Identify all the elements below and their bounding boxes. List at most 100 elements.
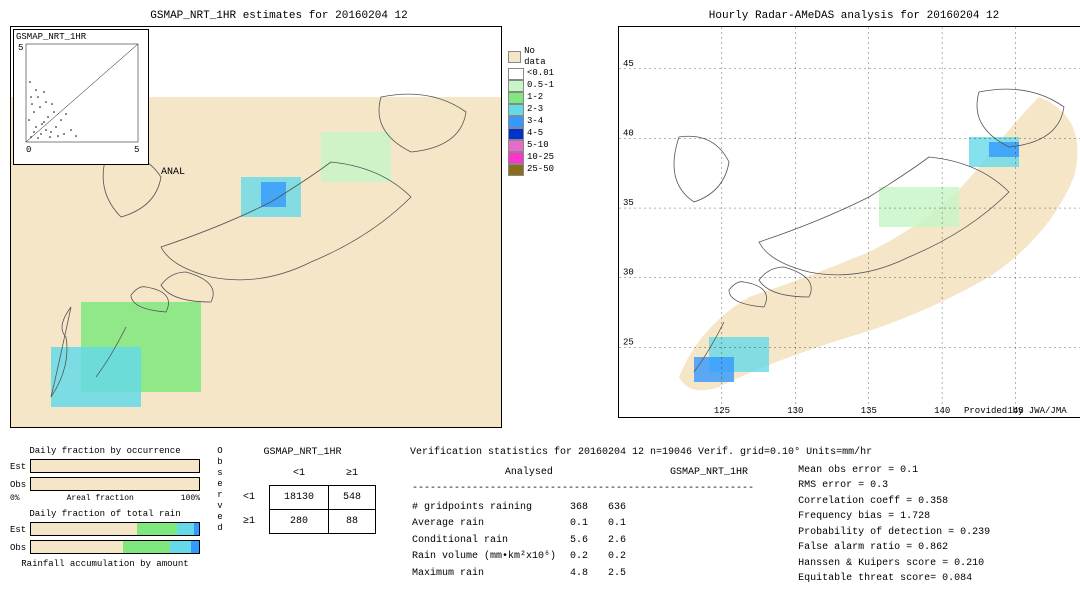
frac-segment bbox=[137, 523, 177, 535]
contingency-panel: Observed GSMAP_NRT_1HR <1≥1 <1 18130 548… bbox=[215, 446, 395, 534]
stats-panel: Verification statistics for 20160204 12 … bbox=[410, 446, 1070, 588]
frac-segment bbox=[31, 541, 123, 553]
svg-text:25: 25 bbox=[623, 337, 634, 347]
svg-text:30: 30 bbox=[623, 268, 634, 278]
legend-swatch bbox=[508, 128, 524, 140]
legend-swatch bbox=[508, 68, 524, 80]
contingency-table: <1≥1 <1 18130 548 ≥1 280 88 bbox=[229, 462, 376, 534]
svg-text:130: 130 bbox=[787, 406, 803, 416]
score-line: Correlation coeff = 0.358 bbox=[798, 495, 990, 510]
svg-text:35: 35 bbox=[623, 198, 634, 208]
stat-analysed: 0.1 bbox=[570, 517, 606, 532]
provided-by: Provided by JWA/JMA bbox=[964, 406, 1067, 416]
legend-label: 10-25 bbox=[527, 152, 554, 163]
frac-segment bbox=[170, 541, 190, 553]
color-legend: No data<0.010.5-11-22-33-44-55-1010-2525… bbox=[508, 46, 554, 448]
stats-rows: # gridpoints raining 368 636Average rain… bbox=[410, 499, 646, 584]
legend-label: 0.5-1 bbox=[527, 80, 554, 91]
legend-label: 3-4 bbox=[527, 116, 543, 127]
legend-swatch bbox=[508, 104, 524, 116]
right-map-title: Hourly Radar-AMeDAS analysis for 2016020… bbox=[618, 10, 1080, 22]
legend-row: <0.01 bbox=[508, 68, 554, 80]
left-map: GSMAP_NRT_1HR bbox=[10, 26, 502, 428]
contingency-title: GSMAP_NRT_1HR bbox=[229, 447, 376, 458]
svg-text:0: 0 bbox=[26, 145, 31, 154]
score-line: Frequency bias = 1.728 bbox=[798, 510, 990, 525]
legend-row: 1-2 bbox=[508, 92, 554, 104]
score-line: RMS error = 0.3 bbox=[798, 479, 990, 494]
right-map-svg: 1251301351401452530354045 Provided by JW… bbox=[619, 27, 1080, 417]
stat-model: 0.2 bbox=[608, 550, 644, 565]
legend-swatch bbox=[508, 116, 524, 128]
left-map-title: GSMAP_NRT_1HR estimates for 20160204 12 bbox=[10, 10, 548, 22]
legend-swatch bbox=[508, 140, 524, 152]
score-line: Mean obs error = 0.1 bbox=[798, 464, 990, 479]
frac-segment bbox=[31, 523, 137, 535]
legend-swatch bbox=[508, 80, 524, 92]
stat-model: 0.1 bbox=[608, 517, 644, 532]
stats-header: Verification statistics for 20160204 12 … bbox=[410, 446, 1070, 461]
legend-row: 4-5 bbox=[508, 128, 554, 140]
fraction-occurrence-title: Daily fraction by occurrence bbox=[10, 446, 200, 456]
stats-table: AnalysedGSMAP_NRT_1HR ------------------… bbox=[410, 464, 768, 499]
legend-label: 1-2 bbox=[527, 92, 543, 103]
observed-axis-label: Observed bbox=[215, 446, 225, 534]
inset-label: GSMAP_NRT_1HR bbox=[16, 32, 146, 42]
anal-label: ANAL bbox=[161, 167, 185, 178]
inset-scatter: GSMAP_NRT_1HR bbox=[13, 29, 149, 165]
legend-label: <0.01 bbox=[527, 68, 554, 79]
legend-row: 0.5-1 bbox=[508, 80, 554, 92]
stat-label: Rain volume (mm•km²x10⁶) bbox=[412, 550, 568, 565]
score-line: Hanssen & Kuipers score = 0.210 bbox=[798, 557, 990, 572]
fraction-accum-title: Rainfall accumulation by amount bbox=[10, 559, 200, 569]
legend-label: 5-10 bbox=[527, 140, 549, 151]
legend-swatch bbox=[508, 92, 524, 104]
frac-bar-tot-est bbox=[30, 522, 200, 536]
frac-segment bbox=[123, 541, 170, 553]
frac-bar-tot-obs bbox=[30, 540, 200, 554]
left-map-panel: GSMAP_NRT_1HR estimates for 20160204 12 bbox=[10, 10, 548, 428]
ct-cell: 18130 bbox=[270, 485, 329, 509]
legend-swatch bbox=[508, 164, 524, 176]
score-line: False alarm ratio = 0.862 bbox=[798, 541, 990, 556]
legend-row: 10-25 bbox=[508, 152, 554, 164]
legend-swatch bbox=[508, 51, 521, 63]
bottom-row: Daily fraction by occurrence Est Obs 0% … bbox=[10, 446, 1070, 588]
frac-segment bbox=[177, 523, 194, 535]
top-row: GSMAP_NRT_1HR estimates for 20160204 12 bbox=[10, 10, 1070, 428]
stat-analysed: 0.2 bbox=[570, 550, 606, 565]
frac-segment bbox=[191, 541, 199, 553]
svg-text:5: 5 bbox=[18, 43, 23, 53]
svg-text:40: 40 bbox=[623, 128, 634, 138]
stat-label: Conditional rain bbox=[412, 534, 568, 549]
stat-analysed: 368 bbox=[570, 501, 606, 516]
stat-model: 2.6 bbox=[608, 534, 644, 549]
frac-segment bbox=[31, 460, 199, 472]
fraction-bars: Daily fraction by occurrence Est Obs 0% … bbox=[10, 446, 200, 571]
ct-cell: 280 bbox=[270, 509, 329, 533]
score-list: Mean obs error = 0.1RMS error = 0.3Corre… bbox=[798, 464, 990, 588]
stat-label: Average rain bbox=[412, 517, 568, 532]
score-line: Equitable threat score= 0.084 bbox=[798, 572, 990, 587]
est-label: Est bbox=[10, 462, 30, 472]
legend-row: 5-10 bbox=[508, 140, 554, 152]
right-map: 1251301351401452530354045 Provided by JW… bbox=[618, 26, 1080, 418]
right-map-panel: Hourly Radar-AMeDAS analysis for 2016020… bbox=[618, 10, 1080, 428]
stat-label: # gridpoints raining bbox=[412, 501, 568, 516]
legend-label: 4-5 bbox=[527, 128, 543, 139]
fraction-total-title: Daily fraction of total rain bbox=[10, 509, 200, 519]
stat-analysed: 4.8 bbox=[570, 567, 606, 582]
legend-label: 25-50 bbox=[527, 164, 554, 175]
legend-swatch bbox=[508, 152, 524, 164]
frac-segment bbox=[194, 523, 199, 535]
ct-cell: 548 bbox=[329, 485, 376, 509]
frac-segment bbox=[31, 478, 199, 490]
legend-row: 2-3 bbox=[508, 104, 554, 116]
frac-bar-occ-est bbox=[30, 459, 200, 473]
legend-label: No data bbox=[524, 46, 554, 68]
stat-model: 2.5 bbox=[608, 567, 644, 582]
svg-text:135: 135 bbox=[861, 406, 877, 416]
obs-label: Obs bbox=[10, 480, 30, 490]
legend-row: 25-50 bbox=[508, 164, 554, 176]
legend-row: No data bbox=[508, 46, 554, 68]
